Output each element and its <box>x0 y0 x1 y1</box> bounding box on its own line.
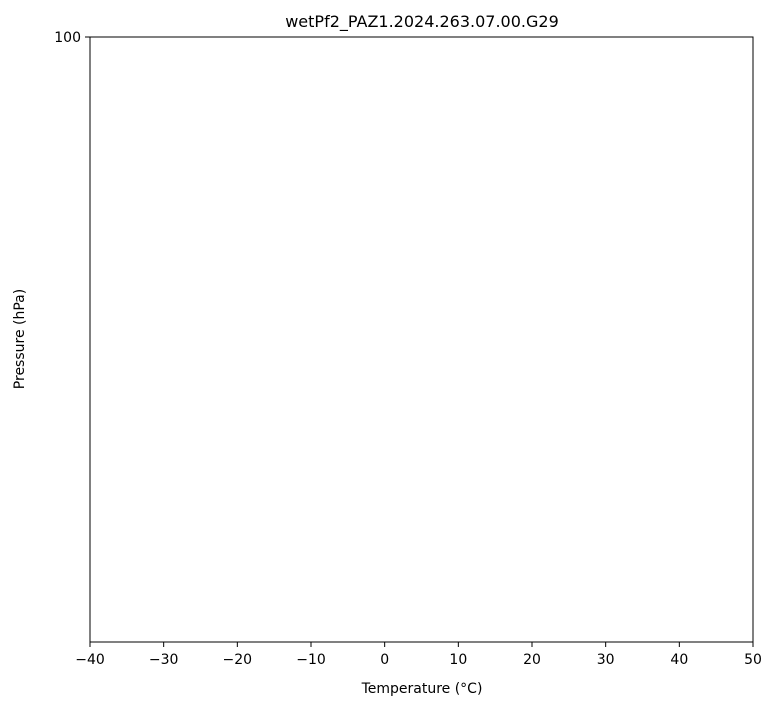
dry-adiabat-line <box>0 0 189 37</box>
dry-adiabat-line <box>0 0 264 37</box>
x-tick-label: −10 <box>296 652 326 668</box>
moist-adiabat-line <box>0 0 296 37</box>
y-tick-label: 100 <box>54 30 81 46</box>
x-tick-label: 40 <box>670 652 688 668</box>
isotherm-line <box>0 0 237 37</box>
moist-adiabat-line <box>0 0 326 37</box>
x-tick-label: −40 <box>75 652 105 668</box>
moist-adiabat-line <box>0 0 267 37</box>
y-axis-ticks: 1002003004005006007008009001000 <box>54 30 90 46</box>
x-tick-label: 10 <box>449 652 467 668</box>
plot-frame <box>89 36 754 643</box>
x-axis-ticks: −40 −30 −20 −10 0 10 20 30 40 50 <box>75 642 762 668</box>
x-tick-label: 30 <box>597 652 615 668</box>
isotherm-line <box>0 0 311 37</box>
isotherm-line <box>0 0 16 37</box>
isotherm-line <box>0 0 164 37</box>
moist-adiabat-line <box>0 0 237 37</box>
x-tick-label: 20 <box>523 652 541 668</box>
x-tick-label: −20 <box>223 652 253 668</box>
x-tick-label: 50 <box>744 652 762 668</box>
x-tick-label: 0 <box>380 652 389 668</box>
x-axis-label: Temperature (°C) <box>361 681 483 697</box>
x-tick-label: −30 <box>149 652 179 668</box>
y-axis-label: Pressure (hPa) <box>12 289 28 389</box>
chart-title: wetPf2_PAZ1.2024.263.07.00.G29 <box>285 12 559 32</box>
